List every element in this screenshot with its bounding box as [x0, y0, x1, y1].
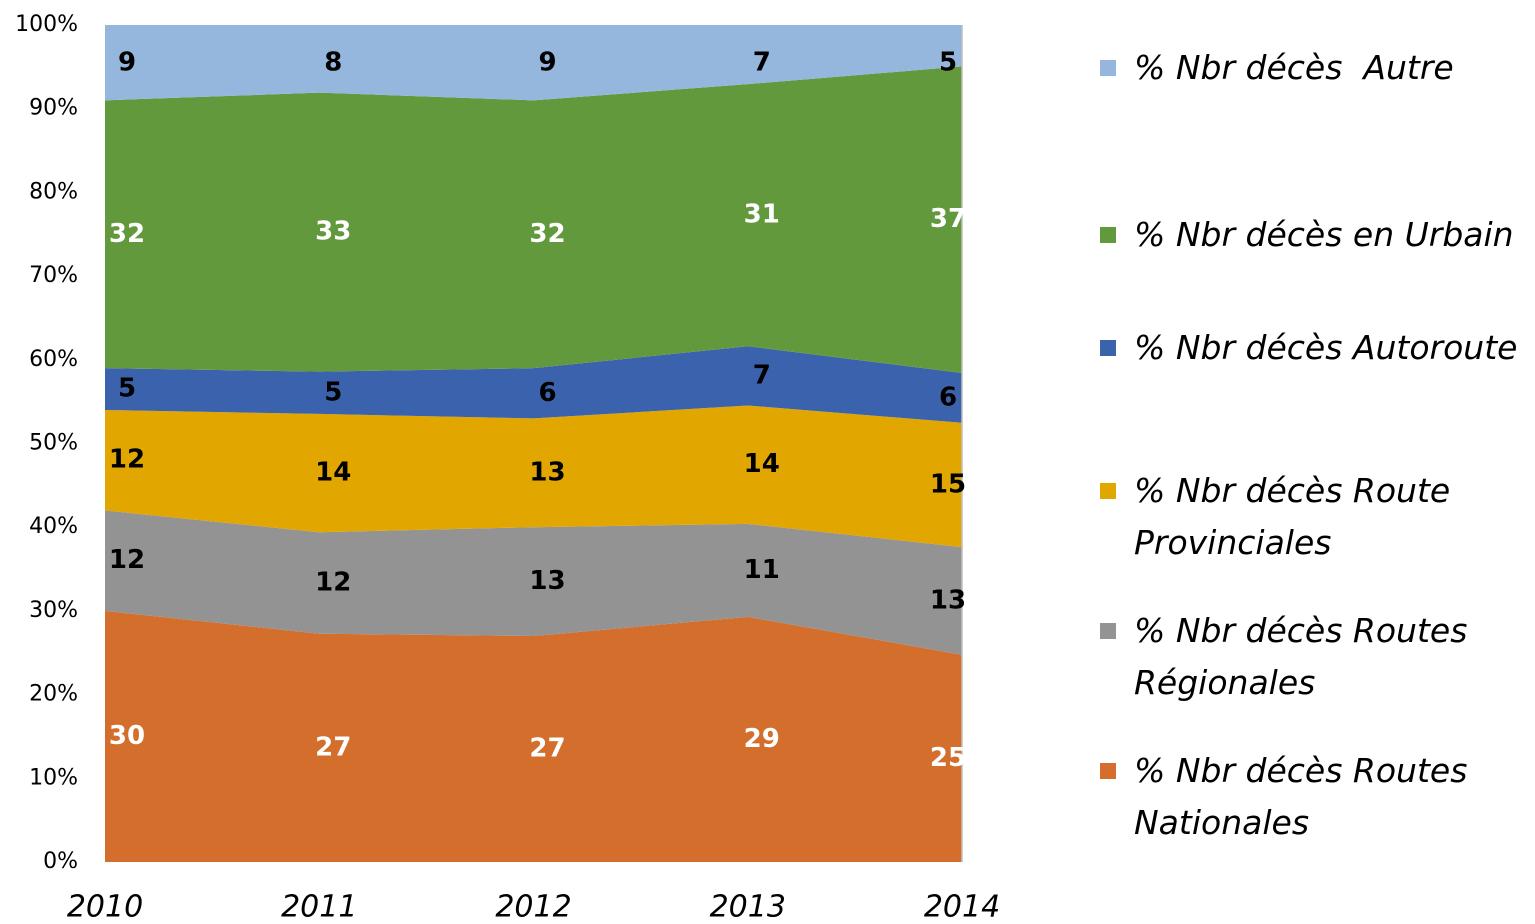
data-label: 15 [930, 469, 966, 499]
data-label: 12 [109, 445, 145, 475]
legend-item: % Nbr décès Route Provinciales [1100, 465, 1530, 569]
data-label: 6 [538, 378, 556, 408]
y-tick-label: 90% [29, 96, 78, 121]
data-label: 11 [744, 555, 780, 585]
y-tick-label: 60% [29, 347, 78, 372]
y-tick-label: 30% [29, 598, 78, 623]
data-label: 13 [930, 585, 966, 615]
legend-label: % Nbr décès Routes Régionales [1134, 611, 1478, 702]
data-label: 8 [324, 48, 342, 78]
data-label: 6 [939, 382, 957, 412]
legend-label: % Nbr décès Autoroute [1134, 328, 1518, 367]
data-label: 7 [753, 48, 771, 78]
x-tick-label: 2014 [924, 890, 1000, 924]
legend-swatch [1100, 623, 1116, 639]
x-tick-label: 2013 [710, 890, 786, 924]
area [105, 25, 962, 101]
area [105, 510, 962, 655]
data-label: 27 [315, 732, 351, 762]
y-tick-label: 100% [15, 12, 78, 37]
data-label: 37 [930, 204, 966, 234]
legend-swatch [1100, 483, 1116, 499]
y-tick-label: 80% [29, 179, 78, 204]
legend-label: % Nbr décès Route Provinciales [1134, 471, 1461, 562]
data-label: 13 [529, 566, 565, 596]
data-label: 14 [744, 449, 780, 479]
y-tick-label: 10% [29, 765, 78, 790]
data-label: 9 [538, 48, 556, 78]
x-tick-label: 2011 [281, 890, 357, 924]
data-label: 13 [529, 457, 565, 487]
data-label: 9 [118, 48, 136, 78]
legend-swatch [1100, 340, 1116, 356]
data-label: 31 [744, 200, 780, 230]
legend-item: % Nbr décès Routes Régionales [1100, 605, 1530, 709]
x-tick-label: 2012 [495, 890, 571, 924]
y-tick-label: 20% [29, 682, 78, 707]
legend-swatch [1100, 227, 1116, 243]
y-tick-label: 70% [29, 263, 78, 288]
data-label: 5 [118, 374, 136, 404]
y-tick-label: 50% [29, 431, 78, 456]
legend-item: % Nbr décès en Urbain [1100, 209, 1530, 261]
legend-swatch [1100, 763, 1116, 779]
data-label: 5 [324, 377, 342, 407]
data-label: 7 [753, 360, 771, 390]
legend-label: % Nbr décès Autre [1134, 48, 1454, 87]
legend-swatch [1100, 60, 1116, 76]
data-label: 32 [529, 219, 565, 249]
data-label: 25 [930, 743, 966, 773]
data-label: 32 [109, 219, 145, 249]
data-label: 12 [315, 568, 351, 598]
legend-label: % Nbr décès Routes Nationales [1134, 751, 1478, 842]
data-label: 30 [109, 721, 145, 751]
data-label: 14 [315, 458, 351, 488]
area [105, 346, 962, 423]
data-label: 29 [744, 724, 780, 754]
area [105, 66, 962, 374]
legend-item: % Nbr décès Autre [1100, 42, 1530, 94]
legend-item: % Nbr décès Autoroute [1100, 322, 1530, 374]
y-tick-label: 0% [43, 849, 78, 874]
data-label: 5 [939, 48, 957, 78]
data-label: 27 [529, 734, 565, 764]
area [105, 610, 962, 862]
data-label: 33 [315, 217, 351, 247]
legend-item: % Nbr décès Routes Nationales [1100, 745, 1530, 849]
area [105, 405, 962, 548]
data-label: 12 [109, 545, 145, 575]
legend-label: % Nbr décès en Urbain [1134, 215, 1514, 254]
y-tick-label: 40% [29, 514, 78, 539]
x-tick-label: 2010 [67, 890, 143, 924]
